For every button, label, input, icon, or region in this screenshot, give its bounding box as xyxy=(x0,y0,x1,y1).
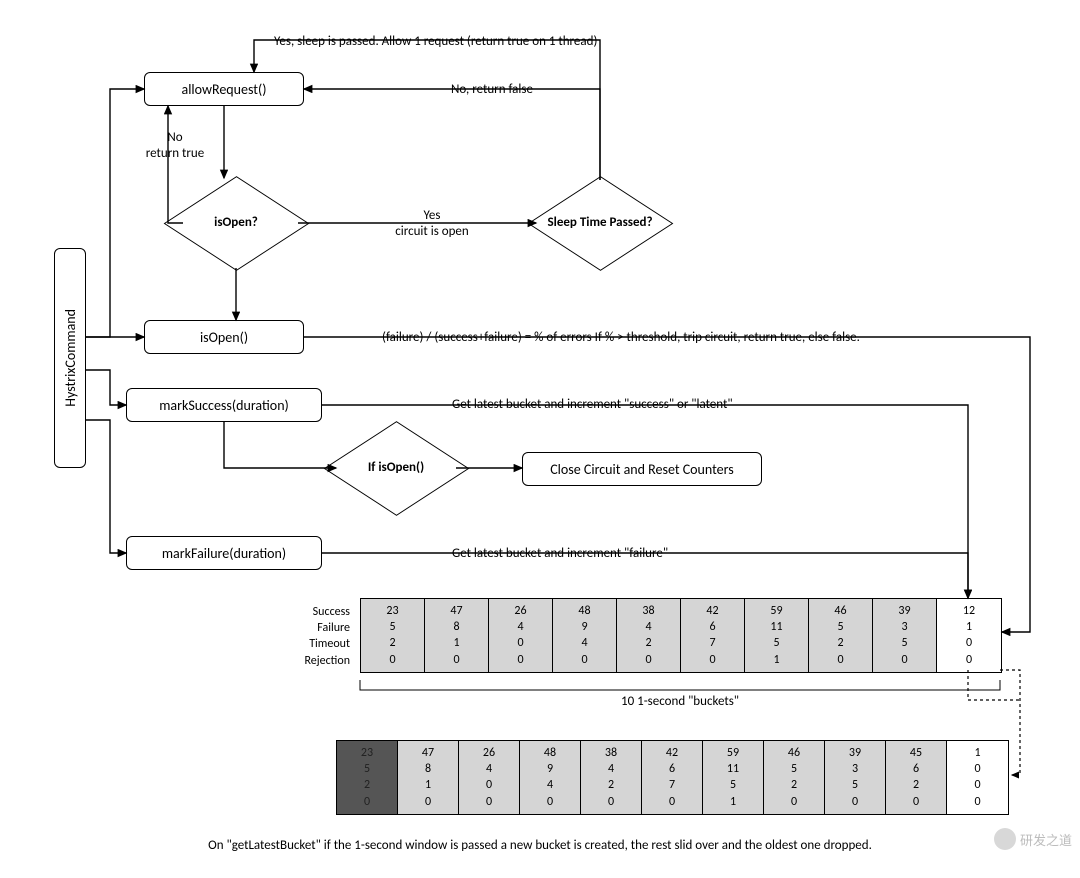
bucket-cell: 46520 xyxy=(809,599,873,672)
hystrix-command-label: HystrixCommand xyxy=(62,309,79,407)
bucket-cell: 48940 xyxy=(553,599,617,672)
is-open-fn-box: isOpen() xyxy=(144,320,304,354)
bucket-row-labels: Success Failure Timeout Rejection xyxy=(270,604,350,669)
buckets-bottom: 2352047810264004894038420426705911514652… xyxy=(336,740,1009,815)
buckets-caption-bottom: On "getLatestBucket" if the 1-second win… xyxy=(120,838,960,853)
watermark-text: 研发之道 xyxy=(1020,830,1072,849)
edge-mark-success-desc: Get latest bucket and increment "success… xyxy=(452,397,812,413)
bucket-cell: 23520 xyxy=(361,599,425,672)
hystrix-command-box: HystrixCommand xyxy=(54,248,86,468)
bucket-cell: 26400 xyxy=(459,741,520,814)
allow-request-label: allowRequest() xyxy=(182,81,267,98)
row-label-rejection: Rejection xyxy=(270,653,350,669)
bucket-cell: 45620 xyxy=(886,741,947,814)
is-open-diamond-label: isOpen? xyxy=(214,215,258,231)
bucket-cell: 591151 xyxy=(703,741,764,814)
bucket-cell: 47810 xyxy=(425,599,489,672)
buckets-top: 2352047810264004894038420426705911514652… xyxy=(360,598,1002,673)
row-label-success: Success xyxy=(270,604,350,620)
bucket-cell: 1000 xyxy=(947,741,1008,814)
edge-is-open-desc: (failure) / (success+failure) = % of err… xyxy=(382,330,1022,346)
mark-success-label: markSuccess(duration) xyxy=(159,397,289,414)
bucket-cell: 42670 xyxy=(681,599,745,672)
bucket-cell: 48940 xyxy=(520,741,581,814)
watermark: 研发之道 xyxy=(994,828,1072,850)
edge-yes-sleep: Yes, sleep is passed. Allow 1 request (r… xyxy=(274,34,714,50)
is-open-diamond: isOpen? xyxy=(176,183,296,263)
bucket-cell: 39350 xyxy=(825,741,886,814)
bucket-cell: 26400 xyxy=(489,599,553,672)
edge-mark-failure-desc: Get latest bucket and increment "failure… xyxy=(452,546,772,562)
mark-failure-label: markFailure(duration) xyxy=(162,545,286,562)
edge-no-return-false: No, return false xyxy=(432,82,552,98)
mark-failure-box: markFailure(duration) xyxy=(126,536,322,570)
bucket-cell: 46520 xyxy=(764,741,825,814)
bucket-cell: 12100 xyxy=(937,599,1001,672)
edge-no-return-true: No return true xyxy=(130,130,220,163)
if-is-open-label: If isOpen() xyxy=(368,460,424,476)
if-is-open-diamond: If isOpen() xyxy=(336,428,456,508)
close-circuit-label: Close Circuit and Reset Counters xyxy=(550,461,734,478)
mark-success-box: markSuccess(duration) xyxy=(126,388,322,422)
close-circuit-box: Close Circuit and Reset Counters xyxy=(522,452,762,486)
sleep-time-diamond: Sleep Time Passed? xyxy=(540,183,660,263)
edge-yes-circuit: Yes circuit is open xyxy=(372,208,492,241)
bucket-cell: 39350 xyxy=(873,599,937,672)
bucket-cell: 591151 xyxy=(745,599,809,672)
bucket-cell: 38420 xyxy=(617,599,681,672)
diagram-root: HystrixCommand allowRequest() isOpen? Sl… xyxy=(0,0,1080,878)
bucket-cell: 38420 xyxy=(581,741,642,814)
allow-request-box: allowRequest() xyxy=(144,72,304,106)
row-label-failure: Failure xyxy=(270,620,350,636)
bucket-cell: 23520 xyxy=(337,741,398,814)
row-label-timeout: Timeout xyxy=(270,636,350,652)
bucket-cell: 42670 xyxy=(642,741,703,814)
buckets-caption-mid: 10 1-second "buckets" xyxy=(360,694,1000,710)
is-open-fn-label: isOpen() xyxy=(200,329,248,346)
sleep-time-label: Sleep Time Passed? xyxy=(547,215,652,231)
wechat-icon xyxy=(994,828,1016,850)
bucket-cell: 47810 xyxy=(398,741,459,814)
